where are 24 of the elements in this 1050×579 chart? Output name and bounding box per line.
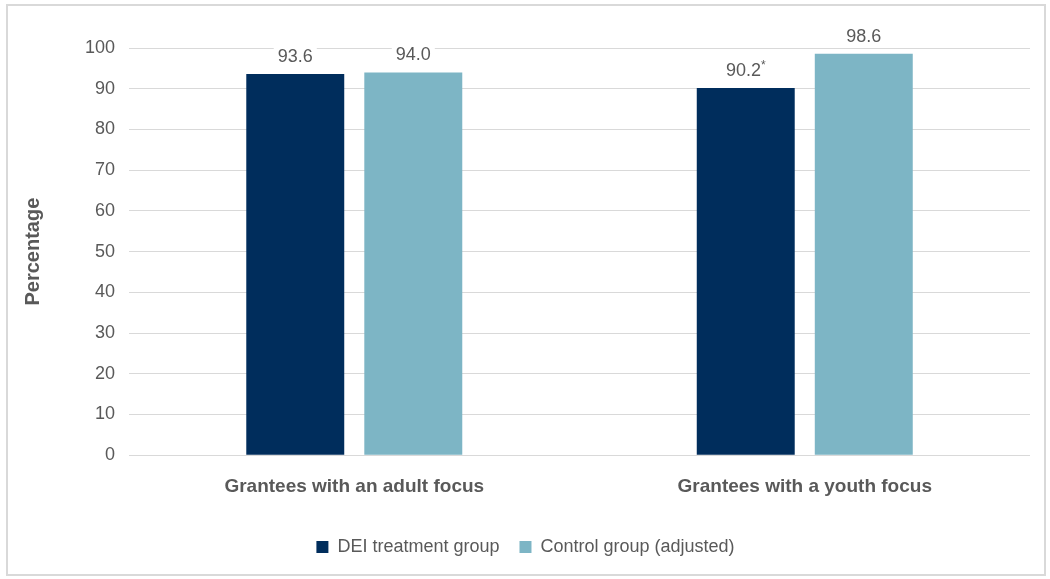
bar (246, 74, 345, 455)
y-tick-label: 60 (95, 199, 116, 220)
y-tick-label: 90 (95, 77, 116, 98)
y-axis-title: Percentage (20, 197, 43, 306)
data-label: 90.2* (725, 57, 766, 80)
bar (696, 87, 795, 455)
bar (814, 53, 913, 455)
data-label: 93.6 (277, 46, 313, 67)
y-tick-label: 50 (95, 240, 116, 261)
y-tick-label: 20 (95, 362, 116, 383)
y-tick-label: 0 (105, 444, 116, 465)
y-tick-label: 30 (95, 322, 116, 343)
y-tick-label: 10 (95, 403, 116, 424)
y-tick-label: 100 (84, 36, 116, 57)
y-tick-label: 80 (95, 118, 116, 139)
data-label: 94.0 (395, 44, 431, 65)
data-label: 98.6 (846, 25, 882, 46)
legend-label: Control group (adjusted) (540, 535, 735, 556)
legend-label: DEI treatment group (337, 535, 500, 556)
x-tick-label: Grantees with a youth focus (677, 474, 932, 496)
y-tick-label: 70 (95, 159, 116, 180)
bar (364, 72, 463, 455)
x-tick-label: Grantees with an adult focus (224, 474, 485, 496)
y-tick-label: 40 (95, 281, 116, 302)
